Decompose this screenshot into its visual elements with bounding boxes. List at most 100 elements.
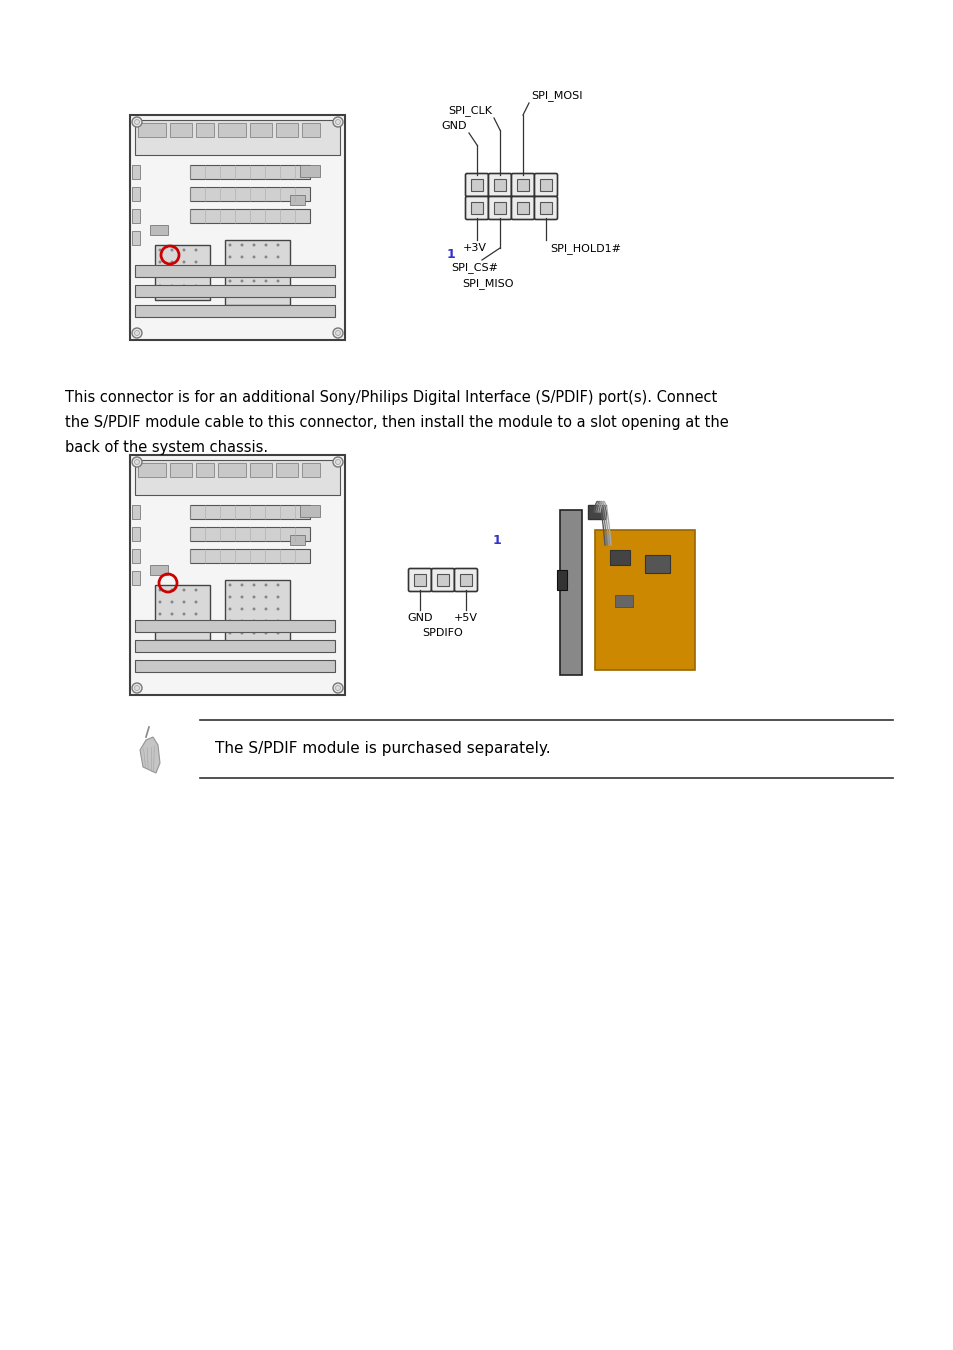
- Circle shape: [253, 632, 255, 634]
- Circle shape: [253, 243, 255, 247]
- Circle shape: [253, 608, 255, 610]
- Bar: [494, 180, 505, 190]
- Circle shape: [132, 683, 142, 693]
- Circle shape: [264, 255, 267, 258]
- Bar: [494, 202, 505, 215]
- Bar: [135, 660, 335, 672]
- Circle shape: [240, 608, 243, 610]
- Circle shape: [134, 331, 139, 336]
- Text: the S/PDIF module cable to this connector, then install the module to a slot ope: the S/PDIF module cable to this connecto…: [65, 414, 728, 431]
- Circle shape: [194, 248, 197, 251]
- Bar: [138, 123, 166, 136]
- Bar: [471, 180, 482, 190]
- Bar: [290, 194, 305, 205]
- Circle shape: [158, 589, 161, 591]
- Bar: [587, 505, 605, 518]
- Text: SPI_HOLD1#: SPI_HOLD1#: [550, 243, 620, 254]
- Bar: [132, 188, 140, 201]
- Circle shape: [134, 686, 139, 690]
- Circle shape: [229, 632, 232, 634]
- Circle shape: [240, 255, 243, 258]
- Circle shape: [182, 285, 185, 288]
- Circle shape: [276, 608, 279, 610]
- Bar: [132, 165, 140, 180]
- Bar: [225, 580, 290, 645]
- Bar: [135, 305, 335, 317]
- Circle shape: [333, 117, 343, 127]
- Circle shape: [158, 625, 161, 628]
- Circle shape: [194, 285, 197, 288]
- Circle shape: [182, 613, 185, 616]
- Bar: [135, 285, 335, 297]
- Circle shape: [171, 601, 173, 603]
- Bar: [170, 123, 192, 136]
- Circle shape: [229, 595, 232, 598]
- Bar: [190, 209, 310, 223]
- Bar: [225, 240, 290, 305]
- Bar: [218, 463, 246, 477]
- Circle shape: [264, 620, 267, 622]
- Text: SPI_CS#: SPI_CS#: [451, 262, 498, 273]
- Text: +3V: +3V: [462, 243, 486, 252]
- Circle shape: [229, 620, 232, 622]
- Circle shape: [229, 608, 232, 610]
- Circle shape: [171, 261, 173, 263]
- Bar: [190, 549, 310, 563]
- Bar: [517, 202, 529, 215]
- Text: 1: 1: [492, 535, 501, 547]
- Bar: [132, 571, 140, 585]
- Circle shape: [182, 248, 185, 251]
- Text: SPI_MOSI: SPI_MOSI: [531, 90, 582, 101]
- Bar: [557, 570, 566, 590]
- FancyBboxPatch shape: [454, 568, 477, 591]
- Text: 1: 1: [446, 248, 455, 262]
- Circle shape: [182, 273, 185, 275]
- Circle shape: [333, 458, 343, 467]
- Circle shape: [182, 601, 185, 603]
- FancyBboxPatch shape: [488, 174, 511, 197]
- Circle shape: [171, 589, 173, 591]
- Circle shape: [158, 261, 161, 263]
- Circle shape: [171, 248, 173, 251]
- Bar: [190, 526, 310, 541]
- Circle shape: [182, 589, 185, 591]
- Bar: [132, 505, 140, 518]
- Circle shape: [132, 328, 142, 338]
- Circle shape: [264, 243, 267, 247]
- Circle shape: [229, 583, 232, 586]
- Circle shape: [134, 459, 139, 464]
- Bar: [299, 505, 319, 517]
- Bar: [471, 202, 482, 215]
- Circle shape: [276, 267, 279, 270]
- Bar: [135, 460, 339, 495]
- Bar: [218, 123, 246, 136]
- Circle shape: [253, 267, 255, 270]
- Circle shape: [253, 595, 255, 598]
- Circle shape: [240, 292, 243, 294]
- Circle shape: [194, 589, 197, 591]
- Bar: [132, 549, 140, 563]
- Bar: [302, 463, 319, 477]
- Circle shape: [240, 267, 243, 270]
- Bar: [299, 165, 319, 177]
- Circle shape: [194, 261, 197, 263]
- Circle shape: [276, 292, 279, 294]
- Circle shape: [333, 328, 343, 338]
- Bar: [290, 535, 305, 545]
- Bar: [135, 265, 335, 277]
- FancyBboxPatch shape: [534, 174, 557, 197]
- Circle shape: [264, 632, 267, 634]
- Circle shape: [240, 632, 243, 634]
- FancyBboxPatch shape: [534, 197, 557, 220]
- Polygon shape: [140, 737, 160, 774]
- Circle shape: [333, 683, 343, 693]
- Bar: [132, 231, 140, 244]
- Bar: [138, 463, 166, 477]
- FancyBboxPatch shape: [465, 197, 488, 220]
- Text: SPI_CLK: SPI_CLK: [448, 105, 492, 116]
- Bar: [130, 115, 345, 340]
- Circle shape: [229, 292, 232, 294]
- Circle shape: [240, 583, 243, 586]
- Bar: [539, 202, 552, 215]
- Bar: [559, 510, 581, 675]
